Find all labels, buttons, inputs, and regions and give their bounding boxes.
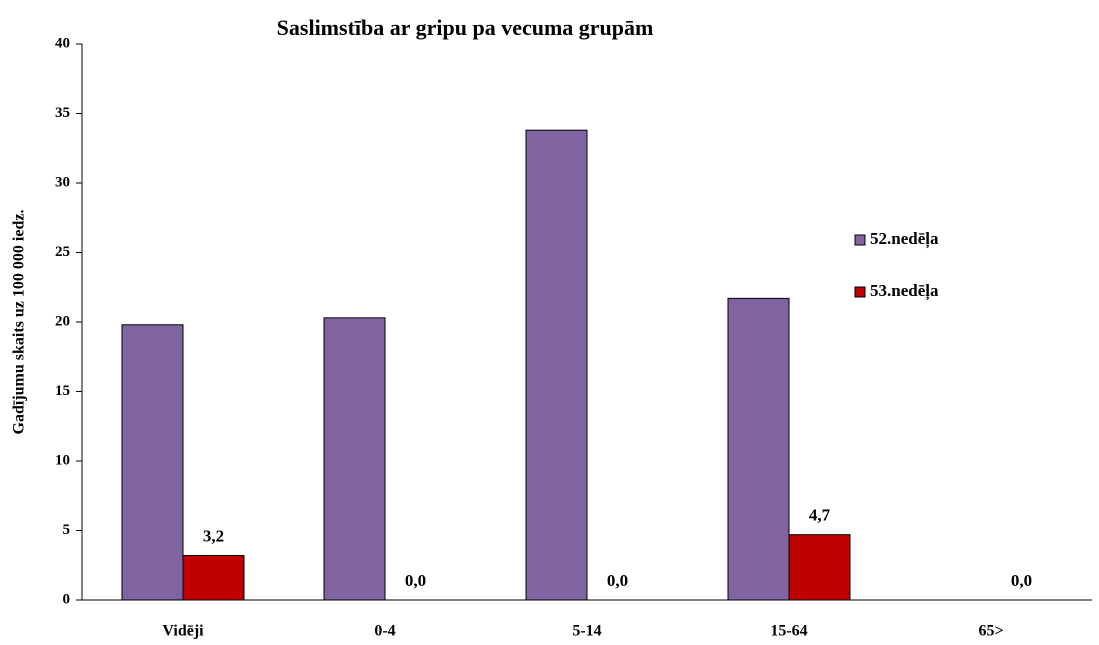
legend-label: 52.nedēļa — [870, 229, 939, 249]
data-label: 4,7 — [809, 506, 831, 525]
legend-swatch — [854, 286, 866, 298]
y-tick-label: 40 — [55, 35, 70, 51]
legend-label: 53.nedēļa — [870, 281, 939, 301]
y-tick-label: 20 — [55, 313, 70, 329]
y-tick-label: 30 — [55, 174, 70, 190]
x-tick-label: Vidēji — [162, 623, 204, 640]
data-label: 0,0 — [607, 571, 628, 590]
bar — [788, 534, 851, 601]
x-tick-label: 15-64 — [770, 623, 807, 640]
y-tick-label: 35 — [55, 105, 70, 121]
x-tick-label: 5-14 — [572, 623, 601, 640]
chart-title: Saslimstība ar gripu pa vecuma grupām — [277, 15, 654, 40]
y-tick-label: 5 — [63, 522, 71, 538]
data-label: 3,2 — [203, 526, 224, 545]
bar — [182, 555, 245, 601]
bar — [727, 297, 790, 601]
bar — [323, 317, 386, 601]
x-tick-label: 65> — [978, 623, 1003, 640]
y-tick-label: 10 — [55, 452, 70, 468]
bar — [121, 324, 184, 601]
x-tick-label: 0-4 — [374, 623, 395, 640]
data-label: 0,0 — [1011, 571, 1032, 590]
y-tick-label: 15 — [55, 383, 70, 399]
y-tick-label: 0 — [63, 591, 71, 607]
legend-swatch — [854, 234, 866, 246]
y-tick-label: 25 — [55, 244, 70, 260]
bar — [525, 129, 588, 601]
y-axis-label: Gadījumu skaits uz 100 000 iedz. — [11, 210, 28, 435]
data-label: 0,0 — [405, 571, 426, 590]
